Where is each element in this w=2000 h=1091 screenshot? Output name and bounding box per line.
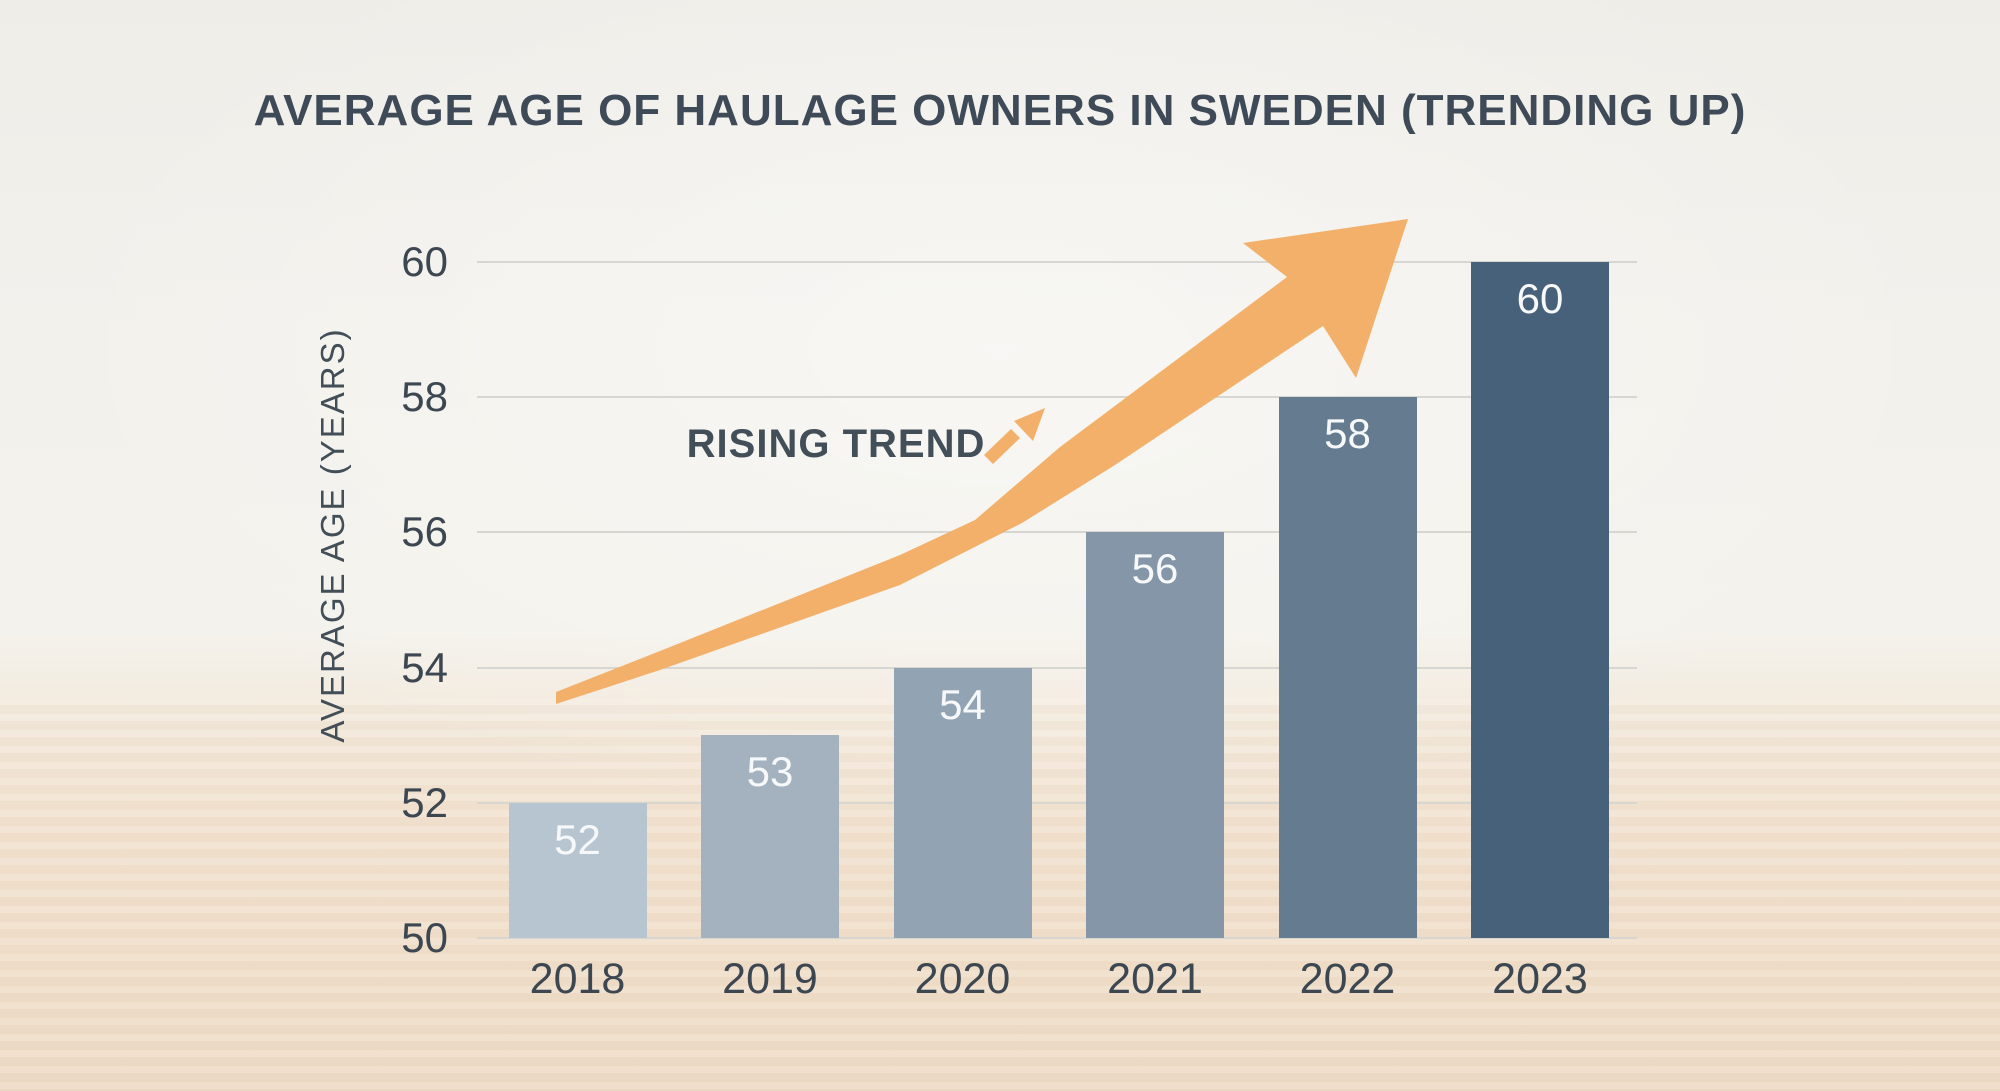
bar-value-label-2023: 60 [1516, 275, 1564, 322]
bar-2023: 60 [1471, 262, 1609, 938]
bar-value-label-2020: 54 [939, 680, 986, 728]
gridline-54 [477, 666, 1637, 669]
x-tick-label-2022: 2022 [1299, 955, 1396, 1003]
x-tick-label-2018: 2018 [529, 955, 626, 1003]
y-tick-label-60: 60 [401, 238, 448, 285]
y-tick-label-58: 58 [401, 373, 448, 421]
bar-value-label-2019: 53 [746, 748, 794, 796]
x-tick-label-2020: 2020 [914, 955, 1011, 1003]
rising-trend-arrow-shape [556, 219, 1408, 704]
bar-2019: 53 [701, 735, 839, 938]
gridline-52 [477, 801, 1637, 804]
gridline-58 [477, 396, 1637, 399]
bar-2020: 54 [893, 667, 1032, 938]
x-tick-label-2021: 2021 [1107, 955, 1203, 1003]
bar-2021: 56 [1086, 532, 1224, 938]
y-tick-label-56: 56 [401, 508, 448, 556]
bar-value-label-2018: 52 [554, 815, 601, 863]
bar-value-label-2022: 58 [1324, 410, 1371, 458]
small-arrow-head-icon [1014, 408, 1045, 441]
chart-title: AVERAGE AGE OF HAULAGE OWNERS IN SWEDEN … [253, 86, 1747, 135]
x-tick-label-2023: 2023 [1492, 955, 1588, 1003]
bar-2022: 58 [1278, 397, 1417, 938]
gridline-56 [477, 531, 1637, 534]
rising-trend-annotation: RISING TREND [686, 422, 986, 466]
gridline-50 [477, 937, 1637, 939]
bar-2018: 52 [508, 802, 647, 938]
bar-value-label-2021: 56 [1131, 545, 1179, 593]
y-tick-label-50: 50 [401, 914, 448, 961]
small-arrow-icon [984, 429, 1020, 464]
gridline-60 [477, 261, 1637, 263]
x-tick-label-2019: 2019 [722, 955, 818, 1003]
y-tick-label-54: 54 [401, 643, 448, 691]
y-tick-label-52: 52 [401, 778, 448, 826]
